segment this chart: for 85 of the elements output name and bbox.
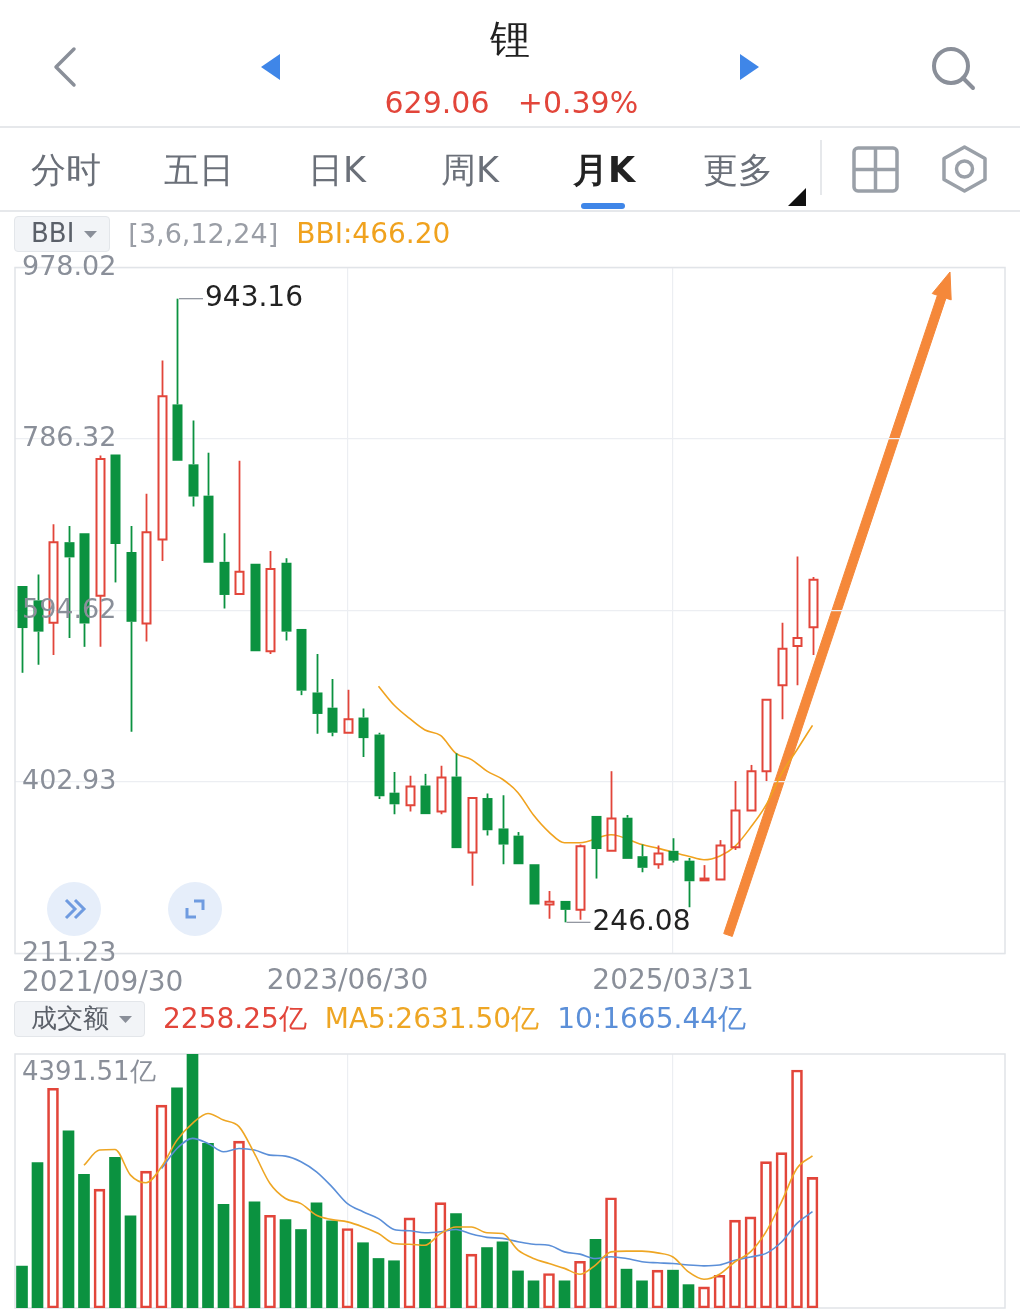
candlestick (529, 864, 540, 905)
candlestick (126, 525, 137, 733)
bar (310, 1202, 323, 1308)
bar (357, 1242, 369, 1308)
y-tick-label: 211.23 (22, 935, 117, 967)
bar (589, 1239, 602, 1308)
candlestick (343, 688, 354, 734)
bar (217, 1204, 230, 1308)
bar (109, 1157, 121, 1308)
bar (31, 1162, 44, 1308)
candlestick (451, 752, 462, 849)
text: [3,6,12,24] (128, 218, 279, 250)
line-series (377, 685, 814, 861)
candlestick (467, 797, 478, 887)
candlestick (606, 770, 617, 852)
text: MA5:2631.50亿 (324, 1001, 540, 1036)
candlestick (203, 451, 214, 563)
annotation: 4391.51亿 (22, 1056, 156, 1086)
text: 更多 (703, 150, 773, 191)
bar (419, 1239, 431, 1308)
x-tick-label: 2025/03/31 (592, 963, 754, 997)
bar (527, 1280, 540, 1308)
bar (186, 1054, 199, 1308)
dropdown: 成交额 (14, 1001, 145, 1037)
candlestick (234, 459, 245, 596)
text: 2021/09/30 (22, 965, 184, 998)
x-tick-label: 2023/06/30 (266, 963, 429, 997)
bar (388, 1260, 400, 1308)
candlestick (157, 359, 168, 562)
bar (481, 1247, 493, 1308)
bar (372, 1258, 385, 1308)
bar (78, 1174, 90, 1308)
text: 分时 (31, 150, 101, 191)
bar (512, 1270, 524, 1308)
bar (667, 1269, 679, 1308)
candlestick (327, 678, 338, 738)
candlestick (777, 621, 788, 721)
annotation: 246.08 (592, 903, 691, 937)
series-label: 2258.25亿 (163, 1001, 307, 1036)
bar (248, 1201, 261, 1308)
candlestick (792, 555, 803, 687)
candlestick (498, 794, 509, 866)
bar (620, 1268, 633, 1308)
candlestick (591, 815, 602, 880)
candlestick (250, 563, 261, 652)
bar (558, 1280, 571, 1308)
candlestick (389, 771, 400, 816)
text: 10:1665.44亿 (557, 1001, 747, 1036)
candlestick (110, 454, 121, 584)
bar (295, 1229, 307, 1308)
candlestick (808, 576, 819, 656)
chart-title: 锂 (490, 16, 530, 62)
candlestick (312, 653, 323, 735)
y-tick-label: 402.93 (22, 764, 117, 796)
bar (16, 1265, 28, 1308)
text: 629.06 (384, 85, 490, 121)
text: BBI:466.20 (296, 216, 451, 251)
candlestick (265, 550, 276, 655)
bar (202, 1143, 214, 1308)
candlestick (188, 419, 199, 508)
candlestick (684, 857, 695, 909)
bar (636, 1280, 648, 1308)
text: +0.39% (517, 85, 639, 121)
candlestick (544, 890, 555, 920)
candlestick (172, 297, 183, 461)
bar (171, 1087, 183, 1308)
bar (279, 1219, 292, 1308)
candlestick (219, 532, 230, 610)
candlestick (730, 780, 741, 851)
dropdown: BBI (14, 216, 111, 252)
bar (326, 1220, 338, 1308)
candlestick (358, 707, 369, 758)
y-tick-label: 786.32 (22, 421, 117, 453)
bar (682, 1284, 695, 1308)
text: 周K (441, 150, 499, 191)
annotation: 943.16 (205, 279, 303, 313)
y-tick-label: 978.02 (22, 249, 117, 281)
bar (496, 1241, 509, 1308)
candlestick (141, 492, 152, 643)
bar (450, 1213, 462, 1308)
text: 月K (572, 150, 636, 191)
text: 日K (308, 150, 366, 191)
bar (62, 1130, 75, 1308)
text: 五日 (164, 150, 234, 191)
bar (124, 1215, 137, 1308)
